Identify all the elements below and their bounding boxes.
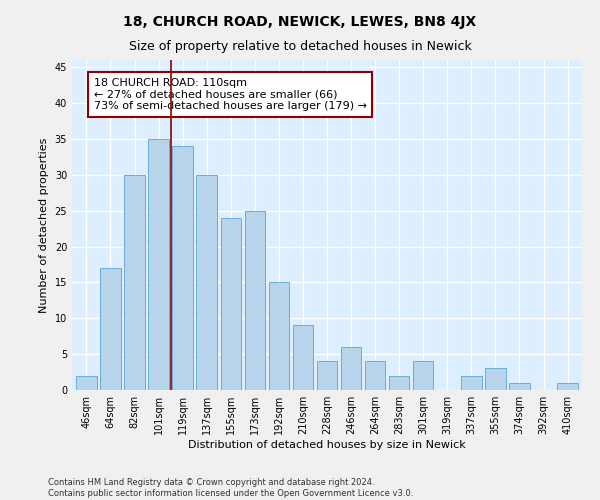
Y-axis label: Number of detached properties: Number of detached properties <box>39 138 49 312</box>
Bar <box>365 362 385 390</box>
Bar <box>100 268 121 390</box>
Bar <box>245 210 265 390</box>
Bar <box>172 146 193 390</box>
Bar <box>293 326 313 390</box>
Text: 18 CHURCH ROAD: 110sqm
← 27% of detached houses are smaller (66)
73% of semi-det: 18 CHURCH ROAD: 110sqm ← 27% of detached… <box>94 78 367 111</box>
Bar <box>413 362 433 390</box>
Text: Contains HM Land Registry data © Crown copyright and database right 2024.
Contai: Contains HM Land Registry data © Crown c… <box>48 478 413 498</box>
Bar <box>557 383 578 390</box>
Bar <box>389 376 409 390</box>
Bar <box>485 368 506 390</box>
Bar <box>509 383 530 390</box>
X-axis label: Distribution of detached houses by size in Newick: Distribution of detached houses by size … <box>188 440 466 450</box>
Text: 18, CHURCH ROAD, NEWICK, LEWES, BN8 4JX: 18, CHURCH ROAD, NEWICK, LEWES, BN8 4JX <box>124 15 476 29</box>
Bar <box>124 175 145 390</box>
Bar <box>269 282 289 390</box>
Bar <box>221 218 241 390</box>
Bar <box>341 347 361 390</box>
Bar <box>148 139 169 390</box>
Bar <box>317 362 337 390</box>
Bar <box>196 175 217 390</box>
Bar <box>461 376 482 390</box>
Bar <box>76 376 97 390</box>
Text: Size of property relative to detached houses in Newick: Size of property relative to detached ho… <box>128 40 472 53</box>
